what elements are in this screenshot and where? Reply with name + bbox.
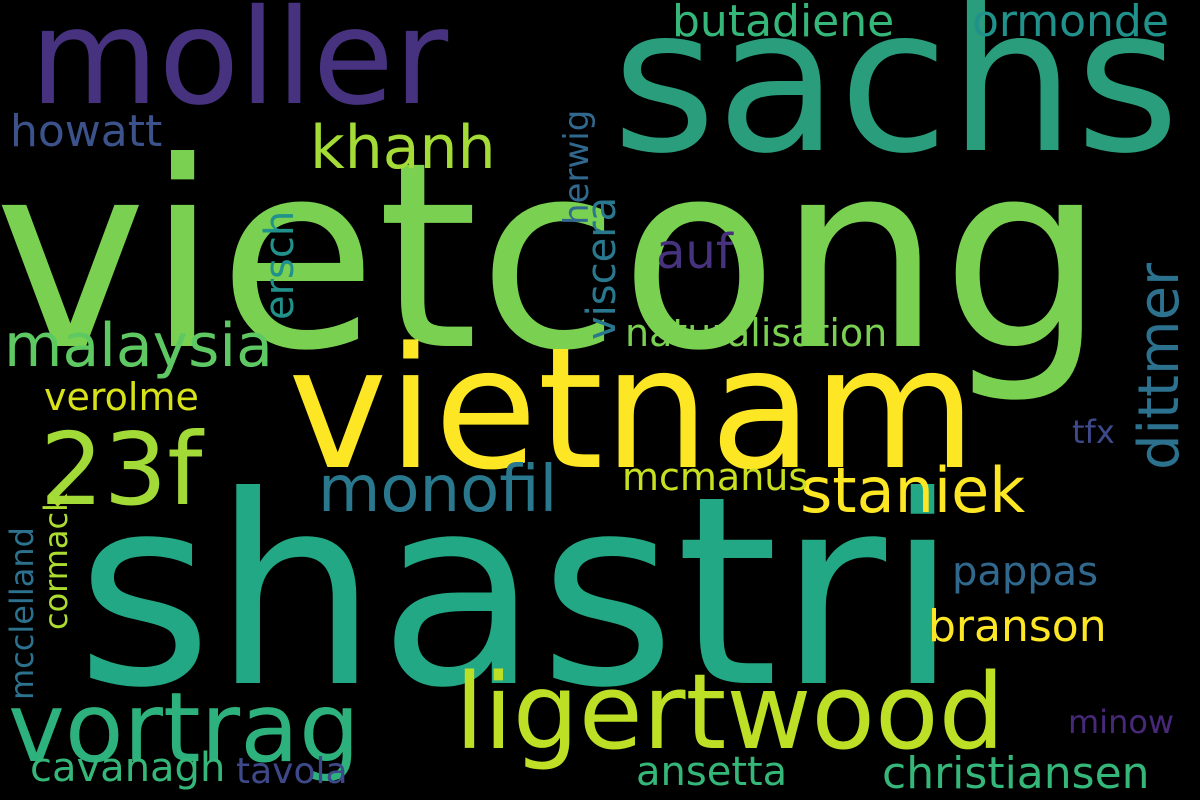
word: pappas xyxy=(952,549,1099,595)
word: shastri xyxy=(76,440,959,745)
word: verolme xyxy=(44,375,199,419)
word: herwig xyxy=(557,109,597,225)
word: ansetta xyxy=(636,749,788,795)
word: khanh xyxy=(310,113,496,183)
word: cormack xyxy=(37,493,75,630)
word: vietcong xyxy=(0,107,1106,407)
word: naturalisation xyxy=(625,311,888,355)
word: tfx xyxy=(1072,413,1115,451)
word: ersch xyxy=(257,210,303,320)
word: branson xyxy=(928,601,1107,652)
word: auf xyxy=(656,224,733,280)
word: ligertwood xyxy=(455,651,1005,773)
word: cavanagh xyxy=(30,745,226,791)
word: butadiene xyxy=(672,0,895,47)
word: dittmer xyxy=(1127,262,1192,470)
word: malaysia xyxy=(4,311,273,381)
word: moller xyxy=(30,0,449,135)
word: howatt xyxy=(10,106,163,157)
word: mcmanus xyxy=(622,455,809,499)
word: sachs xyxy=(612,0,1180,198)
word: ormonde xyxy=(972,0,1169,47)
word: tavola xyxy=(236,751,348,792)
word: 23f xyxy=(40,411,203,528)
word: staniek xyxy=(800,454,1026,527)
word: monofil xyxy=(318,453,558,527)
word: minow xyxy=(1068,703,1175,741)
word: vortrag xyxy=(8,672,360,784)
word: vietnam xyxy=(288,311,977,507)
word: mcclelland xyxy=(3,527,41,700)
word: christiansen xyxy=(882,748,1150,799)
